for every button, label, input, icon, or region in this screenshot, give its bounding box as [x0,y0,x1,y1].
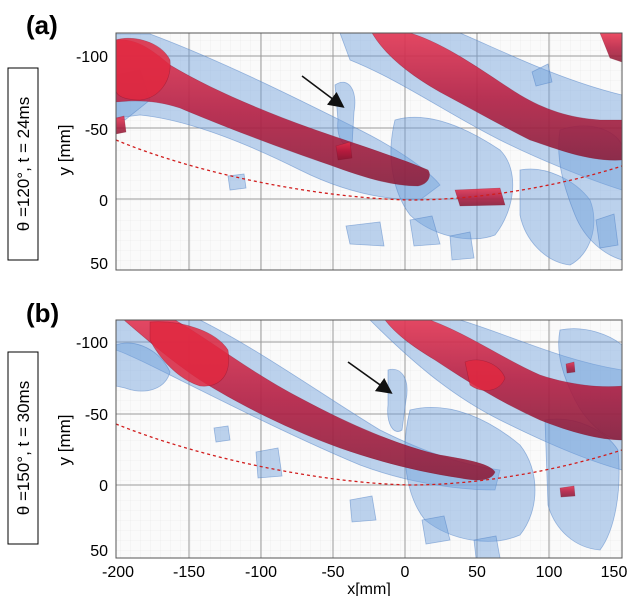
x-tick-label: -150 [173,564,205,581]
y-tick-label: -50 [85,122,108,139]
x-tick-label: 0 [401,564,410,581]
trajectory-curve [116,139,622,201]
x-axis-label: x[mm] [347,581,391,596]
condition-box [7,351,39,545]
vortex-cores [116,33,622,207]
y-tick-label: 50 [90,543,108,560]
panel-a: (a) θ =120°, t = 24ms y [mm] -100 -50 0 … [7,10,623,273]
y-tick-label: -50 [85,407,108,424]
trajectory-curve [116,423,622,486]
y-tick-label: -100 [76,49,108,66]
y-tick-label: 0 [99,193,108,210]
x-tick-label: -50 [321,564,344,581]
annotation-arrow [301,75,345,108]
x-tick-label: -100 [245,564,277,581]
y-tick-label: 0 [99,478,108,495]
plot-frame [115,32,623,271]
x-tick-label: 150 [601,564,628,581]
x-tick-labels: -200 -150 -100 -50 0 50 100 150 [102,564,627,581]
condition-label: θ =120°, t = 24ms [14,97,33,231]
vortex-cores [123,320,622,498]
y-tick-labels: -100 -50 0 50 [76,49,108,273]
plot-frame [115,319,623,559]
y-axis-label: y [mm] [55,125,74,176]
y-tick-label: 50 [90,256,108,273]
x-tick-label: 100 [536,564,563,581]
x-tick-label: -200 [102,564,134,581]
condition-box [7,67,39,261]
panel-label: (a) [26,10,58,40]
y-tick-labels: -100 -50 0 50 [76,335,108,560]
plot-area [116,320,622,558]
condition-label: θ =150°, t = 30ms [14,381,33,515]
plot-area [116,33,622,270]
y-tick-label: -100 [76,335,108,352]
annotation-arrow [347,361,393,394]
panel-label: (b) [26,298,59,328]
x-tick-label: 50 [468,564,486,581]
panel-b: (b) θ =150°, t = 30ms y [mm] -100 -50 0 … [7,298,623,560]
y-axis-label: y [mm] [55,415,74,466]
